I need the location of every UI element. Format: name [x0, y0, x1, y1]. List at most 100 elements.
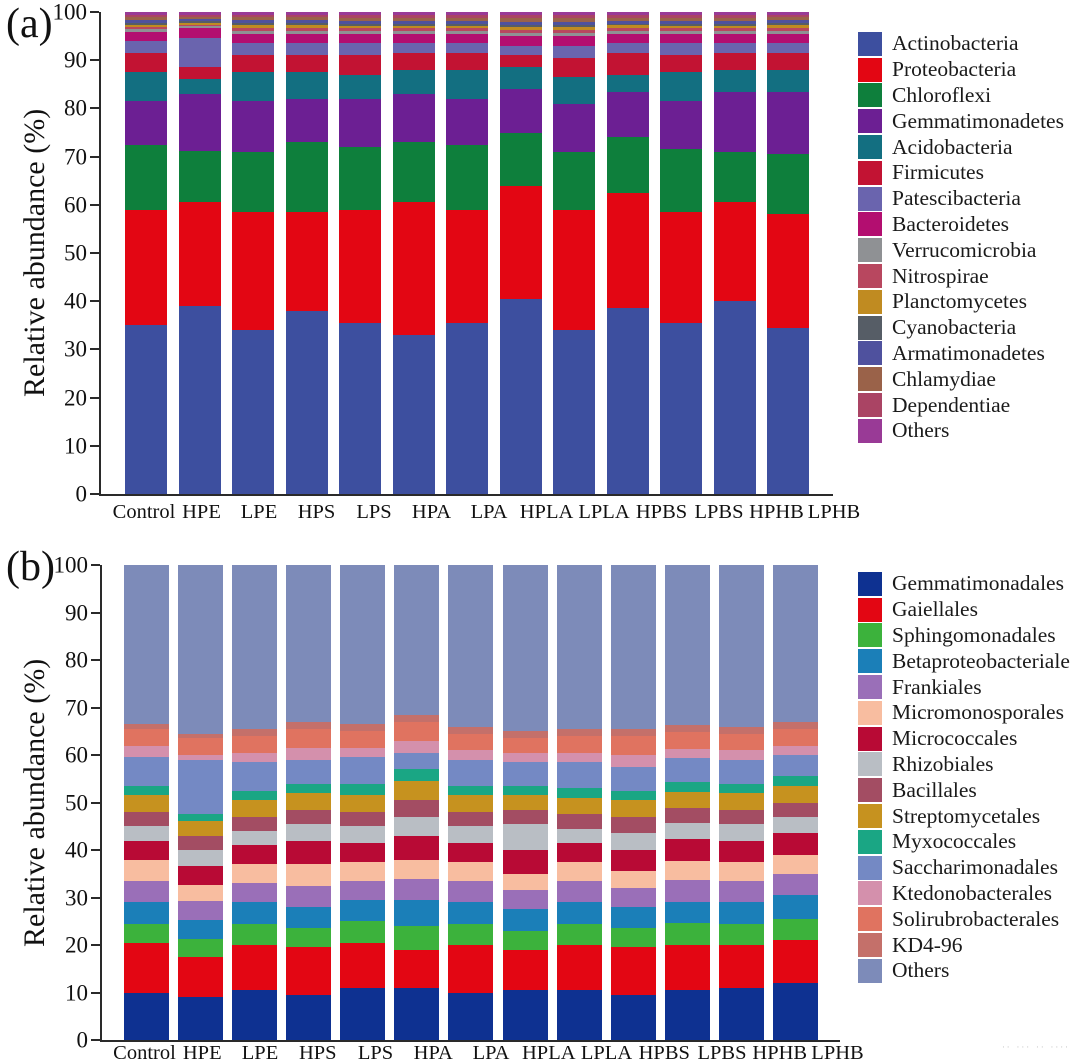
segment-gemmatimonadales	[664, 989, 710, 1040]
segment-actinobacteria	[660, 322, 702, 494]
segment-micromonosporales	[448, 861, 494, 881]
segment-bacillales	[124, 812, 169, 827]
x-axis-label-lpla: LPLA	[580, 1042, 633, 1061]
segment-acidobacteria	[392, 69, 435, 94]
segment-saccharimonadales	[664, 758, 710, 783]
bar-hpbs	[610, 565, 656, 1040]
segment-bacteroidetes	[392, 33, 435, 44]
segment-verrucomicrobia	[499, 32, 542, 37]
segment-chlamydiae	[713, 17, 756, 21]
segment-cyanobacteria	[553, 24, 595, 27]
segment-patescibacteria	[232, 43, 274, 56]
watermark: ·· ··· ·· ····	[1001, 1043, 1070, 1053]
segment-chloroflexi	[713, 151, 756, 203]
segment-ktedonobacterales	[394, 740, 440, 753]
y-tick-label: 10	[65, 980, 88, 1005]
segment-firmicutes	[285, 55, 328, 73]
segment-betaproteobacteriale	[448, 902, 494, 924]
bar-lpla	[556, 565, 602, 1040]
segment-verrucomicrobia	[660, 30, 702, 34]
bar-lpa	[448, 565, 494, 1040]
legend-item-gemmatimonadetes: Gemmatimonadetes	[858, 108, 1064, 134]
segment-planctomycetes	[178, 22, 221, 25]
y-tick-mark	[91, 991, 100, 994]
segment-bacillales	[394, 800, 440, 817]
segment-streptomycetales	[232, 800, 278, 817]
segment-cyanobacteria	[660, 23, 702, 26]
legend-item-frankiales: Frankiales	[858, 674, 1070, 700]
segment-planctomycetes	[767, 25, 809, 28]
legend-item-ktedonobacterales: Ktedonobacterales	[858, 881, 1070, 907]
legend-label: Others	[892, 958, 950, 983]
legend-item-actinobacteria: Actinobacteria	[858, 31, 1064, 57]
bar-lpe	[232, 565, 278, 1040]
segment-planctomycetes	[660, 25, 702, 29]
segment-bacteroidetes	[285, 33, 328, 44]
legend-label: Sphingomonadales	[892, 622, 1056, 647]
segment-ktedonobacterales	[664, 748, 710, 759]
y-tick-label: 20	[65, 932, 88, 958]
segment-frankiales	[232, 883, 278, 903]
segment-streptomycetales	[556, 797, 602, 815]
segment-sphingomonadales	[394, 926, 440, 950]
segment-gaiellales	[286, 947, 332, 995]
segment-cyanobacteria	[232, 23, 274, 26]
segment-nitrospirae	[232, 27, 274, 31]
segment-gemmatimonadetes	[446, 98, 488, 145]
segment-sphingomonadales	[664, 923, 710, 945]
segment-bacteroidetes	[178, 28, 221, 39]
segment-sphingomonadales	[178, 939, 224, 957]
segment-sphingomonadales	[340, 921, 386, 943]
y-tick-mark	[90, 11, 99, 13]
segment-micromonosporales	[610, 871, 656, 888]
bar-lps	[340, 565, 386, 1040]
legend-item-saccharimonadales: Saccharimonadales	[858, 855, 1070, 881]
legend-swatch-icon	[858, 571, 882, 596]
legend-a: Actinobacteria Proteobacteria Chloroflexi G…	[858, 31, 1064, 444]
legend-item-gemmatimonadales: Gemmatimonadales	[858, 571, 1070, 597]
legend-label: Gemmatimonadales	[892, 571, 1064, 596]
segment-others	[340, 565, 386, 725]
segment-proteobacteria	[232, 212, 274, 331]
segment-dependentiae	[606, 15, 649, 18]
segment-bacillales	[232, 816, 278, 831]
segment-myxococcales	[772, 776, 818, 786]
segment-chloroflexi	[499, 132, 542, 186]
bar-hps	[285, 12, 328, 494]
legend-swatch-icon	[858, 57, 882, 82]
segment-bacteroidetes	[499, 36, 542, 46]
legend-swatch-icon	[858, 160, 882, 185]
segment-chlamydiae	[232, 17, 274, 21]
legend-item-betaproteobacteriale: Betaproteobacteriale	[858, 648, 1070, 674]
segment-proteobacteria	[713, 202, 756, 302]
legend-item-firmicutes: Firmicutes	[858, 160, 1064, 186]
segment-patescibacteria	[606, 43, 649, 53]
segment-proteobacteria	[339, 209, 381, 323]
x-axis-label-hpe: HPE	[182, 1042, 222, 1061]
x-axis-label-hpla: HPLA	[521, 1042, 576, 1061]
segment-bacteroidetes	[339, 33, 381, 44]
segment-nitrospirae	[499, 29, 542, 33]
segment-gaiellales	[178, 956, 224, 998]
bar-lpbs	[660, 12, 702, 494]
segment-saccharimonadales	[124, 757, 169, 786]
segment-kd4-96	[286, 721, 332, 729]
segment-solirubrobacterales	[718, 733, 764, 751]
segment-micromonosporales	[502, 873, 548, 891]
y-tick-label: 70	[64, 144, 87, 170]
segment-solirubrobacterales	[610, 736, 656, 755]
segment-planctomycetes	[499, 26, 542, 30]
segment-chloroflexi	[392, 142, 435, 203]
segment-bacillales	[340, 812, 386, 827]
y-tick-mark	[91, 564, 100, 566]
segment-planctomycetes	[232, 25, 274, 28]
segment-betaproteobacteriale	[232, 902, 278, 924]
segment-frankiales	[178, 901, 224, 921]
x-axis-label-hpbs: HPBS	[638, 1042, 690, 1061]
segment-armatimonadetes	[553, 21, 595, 25]
y-tick-label: 0	[76, 1027, 89, 1053]
x-axis-label-hps: HPS	[297, 501, 336, 523]
segment-rhizobiales	[610, 833, 656, 850]
segment-planctomycetes	[125, 24, 167, 27]
